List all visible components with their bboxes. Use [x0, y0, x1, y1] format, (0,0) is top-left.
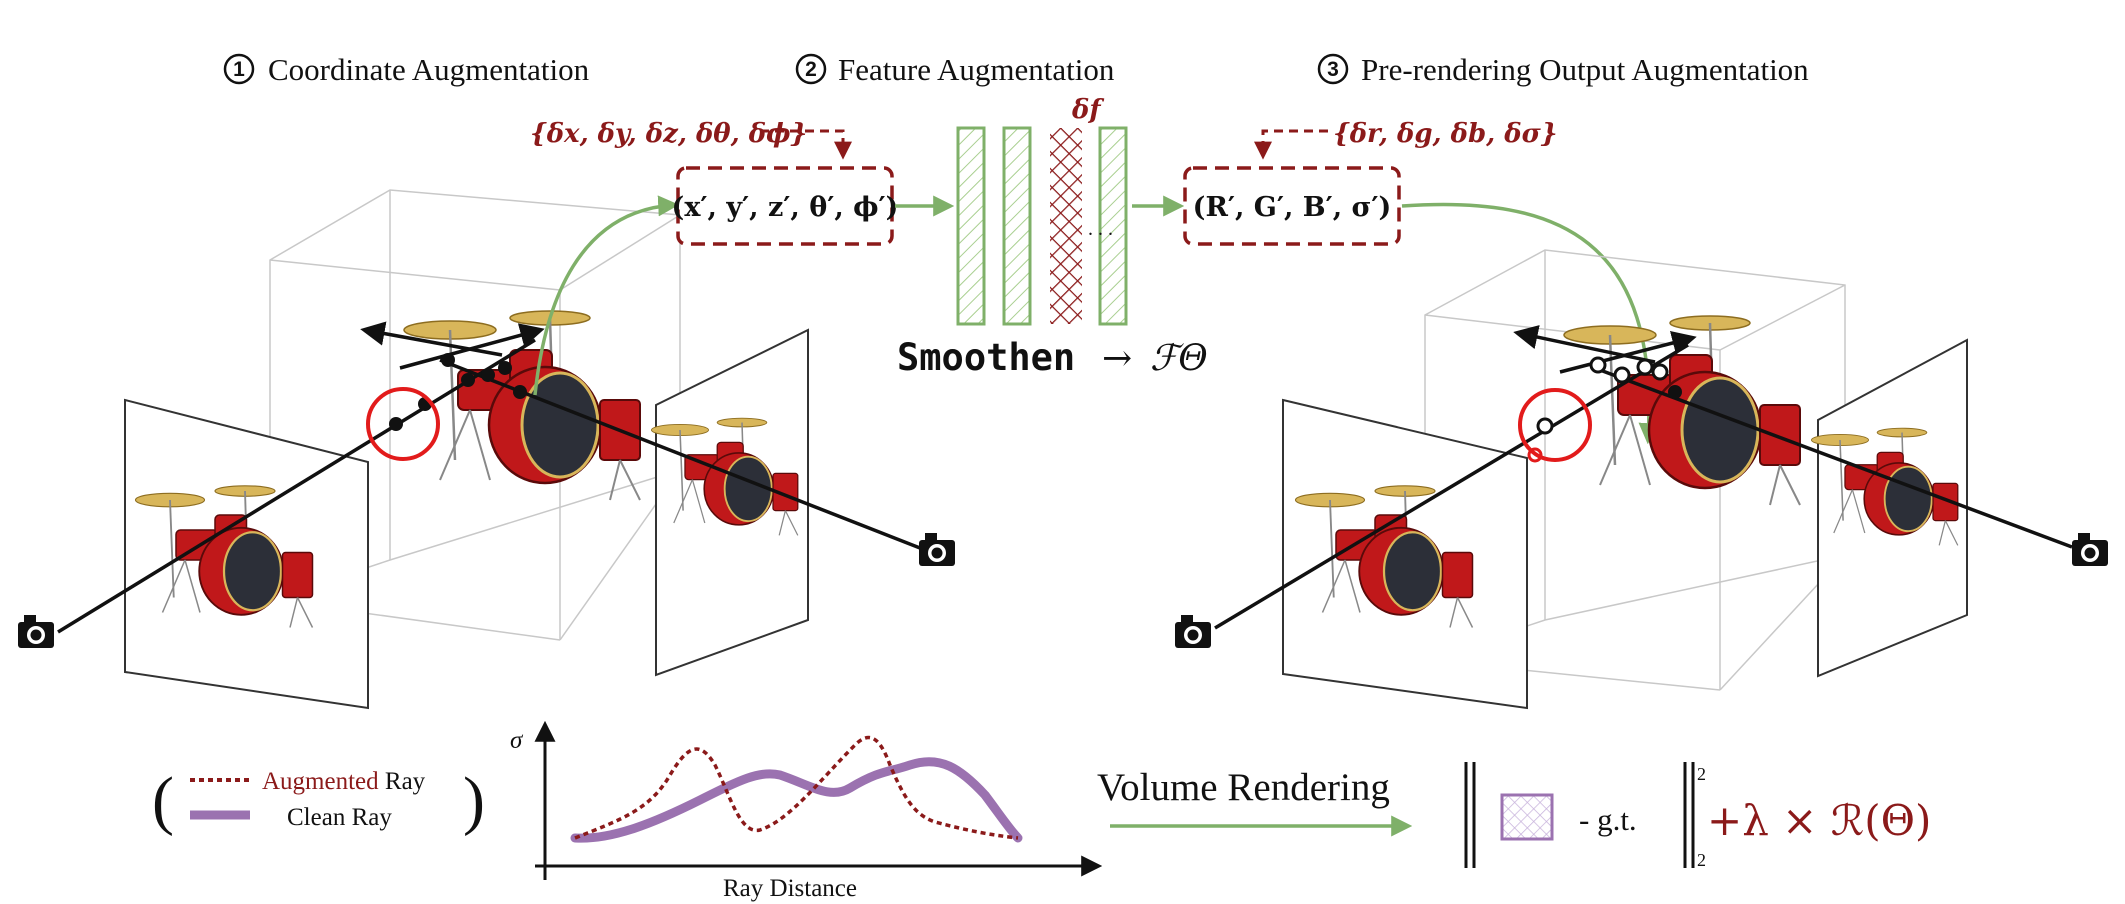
network-symbol: ℱΘ: [1150, 338, 1208, 379]
legend-paren: (: [152, 764, 174, 837]
network-layer: [1002, 126, 1032, 326]
right-scene: [1175, 249, 2108, 710]
step-number-badge: [795, 53, 827, 85]
legend-augmented-ray: Augmented Ray: [262, 768, 426, 795]
legend-clean-ray: Clean Ray: [287, 804, 392, 831]
coordinate-deltas: {δx, δy, δz, δθ, δϕ}: [530, 119, 807, 149]
norm-exponent: 2: [1697, 764, 1706, 784]
network-caption: Smoothen → ℱΘ: [897, 336, 1208, 379]
camera-icon: [18, 615, 54, 648]
camera-icon: [1175, 615, 1211, 648]
camera-icon: [919, 533, 955, 566]
drum-kit-icon: [1562, 314, 1802, 507]
ray-direction-arrow: [1559, 331, 1697, 374]
step-title-3: Pre-rendering Output Augmentation 3 Pre-…: [1317, 52, 1809, 87]
step-number-badge: [223, 53, 255, 85]
left-scene: [18, 189, 955, 710]
step-title-1: 1 Coordinate Augmentation: [223, 52, 590, 87]
svg-text:. . .: . . .: [1088, 218, 1113, 240]
y-axis-label: σ: [510, 727, 524, 754]
drum-kit-icon: [402, 309, 642, 502]
step-title: Pre-rendering Output Augmentation: [1361, 52, 1809, 87]
ray-direction-arrow: [399, 323, 545, 370]
step-title: Feature Augmentation: [838, 52, 1115, 87]
camera-icon: [2072, 533, 2108, 566]
highlight-circle: [1518, 388, 1592, 462]
coordinate-box-label: (x′, y′, z′, θ′, ϕ′): [672, 192, 899, 223]
output-box: [1183, 166, 1401, 246]
delta-arrow: [760, 129, 852, 160]
network-label: Smoothen: [897, 336, 1075, 379]
step-number: 3: [1327, 58, 1339, 81]
density-plot: σ Ray Distance: [510, 720, 1103, 902]
camera-ray: [1214, 343, 1689, 630]
step-number: 1: [233, 58, 245, 81]
sample-points: [1536, 356, 1669, 435]
clean-ray-curve: [570, 757, 1023, 843]
volume-rendering-label: Volume Rendering: [1097, 766, 1390, 809]
loss-expression: - g.t. 2 2 +λ × ℛ(Θ): [1464, 762, 1931, 870]
legend-paren: ): [463, 764, 485, 837]
camera-ray: [1599, 368, 2073, 549]
output-deltas: {δr, δg, δb, δσ}: [1333, 119, 1557, 149]
coordinate-box: [676, 166, 894, 246]
ray-direction-arrow: [1513, 325, 1656, 364]
network-layers: . . .: [956, 126, 1128, 326]
flow-arrow: [533, 195, 680, 396]
legend: ( Augmented Ray Clean Ray ): [152, 764, 485, 837]
step-title: Coordinate Augmentation: [268, 52, 590, 87]
rendered-patch-icon: [1500, 793, 1554, 841]
camera-ray: [57, 338, 536, 634]
ray-direction-arrow: [360, 321, 503, 357]
ground-truth-label: - g.t.: [1579, 802, 1637, 837]
network-arrow: →: [1102, 338, 1132, 379]
step-number-badge: [1317, 53, 1349, 85]
x-axis-label: Ray Distance: [723, 875, 857, 902]
network-layer: [956, 126, 986, 326]
feature-delta: δf: [1071, 95, 1104, 125]
augmented-ray-curve: [574, 735, 1019, 840]
step-title-2: 2 Feature Augmentation: [795, 52, 1115, 87]
step-number: 2: [805, 58, 817, 81]
regularizer-term: +λ × ℛ(Θ): [1707, 796, 1931, 845]
output-box-label: (R′, G′, B′, σ′): [1193, 192, 1392, 223]
network-layer: [1098, 126, 1128, 326]
norm-subscript: 2: [1697, 850, 1706, 870]
perturbed-feature-layer: [1050, 128, 1082, 324]
highlight-circle: [366, 387, 440, 461]
delta-arrow: [1254, 129, 1328, 160]
